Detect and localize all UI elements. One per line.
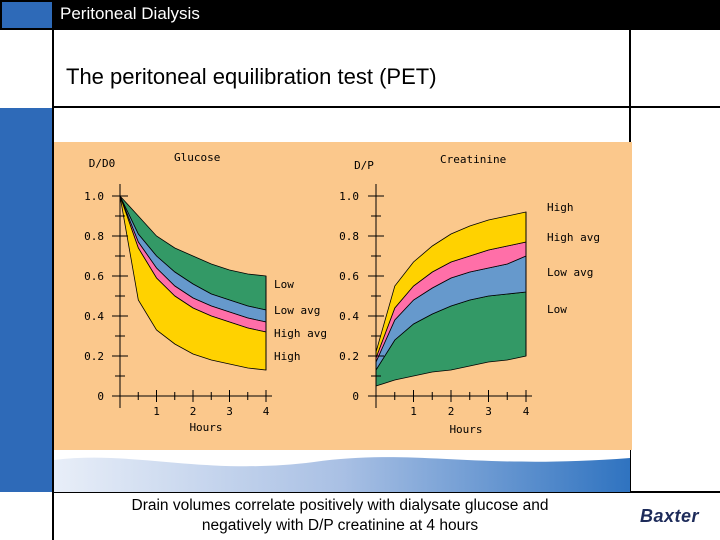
glucose-label-low: Low <box>274 278 294 291</box>
header-bar: Peritoneal Dialysis <box>0 0 720 30</box>
caption-line-1: Drain volumes correlate positively with … <box>131 497 549 514</box>
creatinine-y-tick-label: 0.8 <box>339 230 359 243</box>
left-accent-bar <box>0 108 54 492</box>
creatinine-label-low: Low <box>547 303 567 316</box>
glucose-x-tick-label: 2 <box>190 405 197 418</box>
glucose-chart: 1.0 0.8 0.6 0.4 0.2 0 1 2 3 4 Glucose D/D0 Hours Low L… <box>84 151 327 434</box>
glucose-x-tick-label: 1 <box>153 405 160 418</box>
glucose-y-tick-label: 0.6 <box>84 270 104 283</box>
creatinine-x-tick-label: 2 <box>448 405 455 418</box>
creatinine-y-tick-label: 1.0 <box>339 190 359 203</box>
glucose-x-label: Hours <box>189 421 222 434</box>
creatinine-label-low-avg: Low avg <box>547 266 593 279</box>
creatinine-y-label: D/P <box>354 159 374 172</box>
decorative-wave <box>54 450 630 492</box>
footer-line <box>54 491 720 493</box>
glucose-x-tick-label: 4 <box>263 405 270 418</box>
creatinine-label-high-avg: High avg <box>547 231 600 244</box>
header-title: Peritoneal Dialysis <box>60 4 200 23</box>
glucose-label-high-avg: High avg <box>274 327 327 340</box>
creatinine-y-tick-label: 0.6 <box>339 270 359 283</box>
creatinine-y-tick-label: 0.4 <box>339 310 359 323</box>
heading-underline <box>54 106 720 108</box>
creatinine-x-tick-label: 3 <box>485 405 492 418</box>
left-divider <box>52 30 54 540</box>
caption: Drain volumes correlate positively with … <box>80 496 600 536</box>
caption-line-2: negatively with D/P creatinine at 4 hour… <box>201 517 479 534</box>
baxter-logo: Baxter <box>640 506 700 526</box>
glucose-y-tick-label: 1.0 <box>84 190 104 203</box>
pet-charts: 1.0 0.8 0.6 0.4 0.2 0 1 2 3 4 Glucose D/D0 Hours Low L… <box>84 151 600 436</box>
glucose-label-high: High <box>274 350 301 363</box>
pet-figure: 1.0 0.8 0.6 0.4 0.2 0 1 2 3 4 Glucose D/D0 Hours Low L… <box>54 142 632 450</box>
creatinine-y-tick-label: 0 <box>352 390 359 403</box>
creatinine-chart: 1.0 0.8 0.6 0.4 0.2 0 1 2 3 4 Creatinine D/P Hours Hi… <box>339 153 600 436</box>
glucose-y-tick-label: 0.4 <box>84 310 104 323</box>
creatinine-title: Creatinine <box>440 153 506 166</box>
creatinine-x-tick-label: 4 <box>523 405 530 418</box>
header-accent-square <box>2 2 52 28</box>
glucose-y-tick-label: 0.8 <box>84 230 104 243</box>
creatinine-x-label: Hours <box>449 423 482 436</box>
page-title: The peritoneal equilibration test (PET) <box>66 64 437 89</box>
glucose-y-tick-label: 0 <box>97 390 104 403</box>
glucose-y-tick-label: 0.2 <box>84 350 104 363</box>
creatinine-y-tick-label: 0.2 <box>339 350 359 363</box>
glucose-title: Glucose <box>174 151 220 164</box>
glucose-x-tick-label: 3 <box>226 405 233 418</box>
glucose-y-label: D/D0 <box>89 157 116 170</box>
creatinine-label-high: High <box>547 201 574 214</box>
glucose-label-low-avg: Low avg <box>274 304 320 317</box>
creatinine-x-tick-label: 1 <box>410 405 417 418</box>
